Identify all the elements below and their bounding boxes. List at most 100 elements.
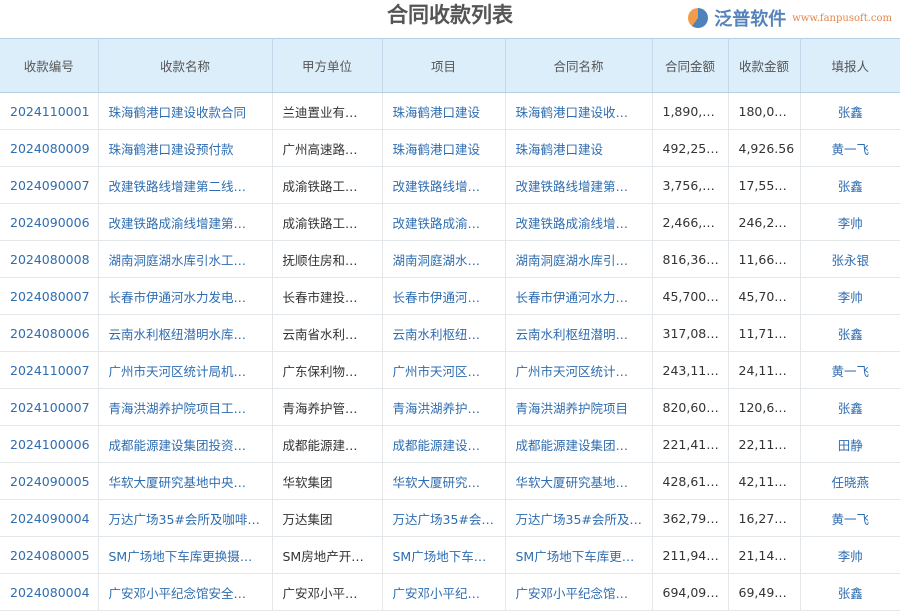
cell-reporter[interactable]: 李帅 [800, 277, 900, 315]
cell-contract-name[interactable]: 珠海鹤港口建设收… [505, 92, 653, 130]
cell-reporter[interactable]: 李帅 [800, 536, 900, 574]
cell-contract-name[interactable]: 广安邓小平纪念馆… [505, 573, 653, 611]
column-header-receipt-name[interactable]: 收款名称 [98, 38, 273, 93]
cell-receipt-no[interactable]: 2024110007 [0, 351, 99, 389]
table-row[interactable]: 2024080005 SM广场地下车库更换摄… SM房地产开… SM广场地下车… SM广… [0, 536, 900, 574]
table-row[interactable]: 2024090007 改建铁路线增建第二线… 成渝铁路工… 改建铁路线增… 改建铁路线增… [0, 166, 900, 204]
cell-project[interactable]: 珠海鹤港口建设 [382, 129, 506, 167]
cell-receipt-no[interactable]: 2024100007 [0, 388, 99, 426]
cell-receipt-no[interactable]: 2024080007 [0, 277, 99, 315]
cell-reporter[interactable]: 李帅 [800, 203, 900, 241]
cell-project[interactable]: SM广场地下车… [382, 536, 506, 574]
cell-receipt-no[interactable]: 2024110001 [0, 92, 99, 130]
cell-contract-name[interactable]: 湖南洞庭湖水库引… [505, 240, 653, 278]
table-row[interactable]: 2024100006 成都能源建设集团投资… 成都能源建… 成都能源建设… 成都能源建设… [0, 425, 900, 463]
cell-project[interactable]: 青海洪湖养护… [382, 388, 506, 426]
cell-receipt-no[interactable]: 2024080008 [0, 240, 99, 278]
table-row[interactable]: 2024090005 华软大厦研究基地中央… 华软集团 华软大厦研究… 华软大厦研究基地… [0, 462, 900, 500]
cell-receipt-no[interactable]: 2024090006 [0, 203, 99, 241]
cell-project[interactable]: 珠海鹤港口建设 [382, 92, 506, 130]
cell-contract-name[interactable]: 青海洪湖养护院项目 [505, 388, 653, 426]
cell-contract-name[interactable]: 长春市伊通河水力… [505, 277, 653, 315]
cell-receipt-name[interactable]: 云南水利枢纽潜明水库… [98, 314, 273, 352]
cell-reporter[interactable]: 张鑫 [800, 92, 900, 130]
table-row[interactable]: 2024110001 珠海鹤港口建设收款合同 兰迪置业有… 珠海鹤港口建设 珠海鹤港口建… [0, 92, 900, 130]
cell-receipt-name[interactable]: 广州市天河区统计局机… [98, 351, 273, 389]
cell-project[interactable]: 改建铁路线增… [382, 166, 506, 204]
table-row[interactable]: 2024080007 长春市伊通河水力发电… 长春市建投… 长春市伊通河… 长春市伊通河… [0, 277, 900, 315]
cell-contract-name[interactable]: 广州市天河区统计… [505, 351, 653, 389]
cell-receipt-no[interactable]: 2024080005 [0, 536, 99, 574]
cell-receipt-amount: 11,71… [728, 314, 801, 352]
cell-contract-name[interactable]: 珠海鹤港口建设 [505, 129, 653, 167]
column-header-receipt-no[interactable]: 收款编号 [0, 38, 99, 93]
table-row[interactable]: 2024090004 万达广场35#会所及咖啡… 万达集团 万达广场35#会… 万达广场… [0, 499, 900, 537]
cell-contract-name[interactable]: 万达广场35#会所及… [505, 499, 653, 537]
cell-receipt-no[interactable]: 2024090007 [0, 166, 99, 204]
cell-contract-name[interactable]: SM广场地下车库更… [505, 536, 653, 574]
column-header-project[interactable]: 项目 [382, 38, 506, 93]
cell-receipt-name[interactable]: 改建铁路线增建第二线… [98, 166, 273, 204]
cell-receipt-no[interactable]: 2024080006 [0, 314, 99, 352]
cell-project[interactable]: 长春市伊通河… [382, 277, 506, 315]
watermark: 泛普软件 www.fanpusoft.com [688, 4, 892, 32]
cell-receipt-name[interactable]: 珠海鹤港口建设收款合同 [98, 92, 273, 130]
column-header-contract-amount[interactable]: 合同金额 [652, 38, 729, 93]
cell-receipt-name[interactable]: 华软大厦研究基地中央… [98, 462, 273, 500]
cell-receipt-name[interactable]: 成都能源建设集团投资… [98, 425, 273, 463]
cell-reporter[interactable]: 任晓燕 [800, 462, 900, 500]
cell-project[interactable]: 云南水利枢纽… [382, 314, 506, 352]
cell-project[interactable]: 广州市天河区… [382, 351, 506, 389]
cell-project[interactable]: 改建铁路成渝… [382, 203, 506, 241]
cell-reporter[interactable]: 张鑫 [800, 573, 900, 611]
cell-reporter[interactable]: 田静 [800, 425, 900, 463]
cell-reporter[interactable]: 张鑫 [800, 166, 900, 204]
table-row[interactable]: 2024080006 云南水利枢纽潜明水库… 云南省水利… 云南水利枢纽… 云南水利枢纽… [0, 314, 900, 352]
cell-receipt-name[interactable]: 湖南洞庭湖水库引水工… [98, 240, 273, 278]
cell-party-a: 成渝铁路工… [272, 203, 383, 241]
cell-receipt-name[interactable]: SM广场地下车库更换摄… [98, 536, 273, 574]
cell-contract-amount: 816,36… [652, 240, 729, 278]
cell-receipt-no[interactable]: 2024090004 [0, 499, 99, 537]
table-row[interactable]: 2024090006 改建铁路成渝线增建第… 成渝铁路工… 改建铁路成渝… 改建铁路成渝… [0, 203, 900, 241]
cell-project[interactable]: 华软大厦研究… [382, 462, 506, 500]
table-row[interactable]: 2024080004 广安邓小平纪念馆安全… 广安邓小平… 广安邓小平纪… 广安邓小平纪… [0, 573, 900, 611]
table-row[interactable]: 2024080009 珠海鹤港口建设预付款 广州高速路… 珠海鹤港口建设 珠海鹤港口建设… [0, 129, 900, 167]
cell-reporter[interactable]: 张鑫 [800, 314, 900, 352]
cell-contract-amount: 362,79… [652, 499, 729, 537]
cell-project[interactable]: 万达广场35#会… [382, 499, 506, 537]
cell-receipt-no[interactable]: 2024100006 [0, 425, 99, 463]
cell-receipt-no[interactable]: 2024080004 [0, 573, 99, 611]
cell-contract-name[interactable]: 华软大厦研究基地… [505, 462, 653, 500]
cell-reporter[interactable]: 黄一飞 [800, 351, 900, 389]
cell-receipt-name[interactable]: 珠海鹤港口建设预付款 [98, 129, 273, 167]
column-header-receipt-amount[interactable]: 收款金额 [728, 38, 801, 93]
cell-reporter[interactable]: 黄一飞 [800, 499, 900, 537]
cell-contract-name[interactable]: 改建铁路线增建第… [505, 166, 653, 204]
cell-contract-name[interactable]: 成都能源建设集团… [505, 425, 653, 463]
cell-receipt-name[interactable]: 青海洪湖养护院项目工… [98, 388, 273, 426]
table-row[interactable]: 2024100007 青海洪湖养护院项目工… 青海养护管… 青海洪湖养护… 青海洪湖养护… [0, 388, 900, 426]
cell-party-a: 青海养护管… [272, 388, 383, 426]
cell-project[interactable]: 湖南洞庭湖水… [382, 240, 506, 278]
cell-receipt-amount: 120,6… [728, 388, 801, 426]
cell-receipt-name[interactable]: 广安邓小平纪念馆安全… [98, 573, 273, 611]
table-row[interactable]: 2024080008 湖南洞庭湖水库引水工… 抚顺住房和… 湖南洞庭湖水… 湖南洞庭湖水… [0, 240, 900, 278]
cell-receipt-name[interactable]: 长春市伊通河水力发电… [98, 277, 273, 315]
cell-receipt-name[interactable]: 改建铁路成渝线增建第… [98, 203, 273, 241]
table-row[interactable]: 2024110007 广州市天河区统计局机… 广东保利物… 广州市天河区… 广州市天河区… [0, 351, 900, 389]
column-header-party-a[interactable]: 甲方单位 [272, 38, 383, 93]
cell-contract-name[interactable]: 改建铁路成渝线增… [505, 203, 653, 241]
cell-project[interactable]: 成都能源建设… [382, 425, 506, 463]
cell-contract-name[interactable]: 云南水利枢纽潜明… [505, 314, 653, 352]
cell-project[interactable]: 广安邓小平纪… [382, 573, 506, 611]
cell-receipt-no[interactable]: 2024080009 [0, 129, 99, 167]
column-header-contract-name[interactable]: 合同名称 [505, 38, 653, 93]
cell-reporter[interactable]: 黄一飞 [800, 129, 900, 167]
cell-contract-amount: 211,94… [652, 536, 729, 574]
column-header-reporter[interactable]: 填报人 [800, 38, 900, 93]
cell-receipt-no[interactable]: 2024090005 [0, 462, 99, 500]
cell-receipt-name[interactable]: 万达广场35#会所及咖啡… [98, 499, 273, 537]
cell-reporter[interactable]: 张永银 [800, 240, 900, 278]
cell-reporter[interactable]: 张鑫 [800, 388, 900, 426]
